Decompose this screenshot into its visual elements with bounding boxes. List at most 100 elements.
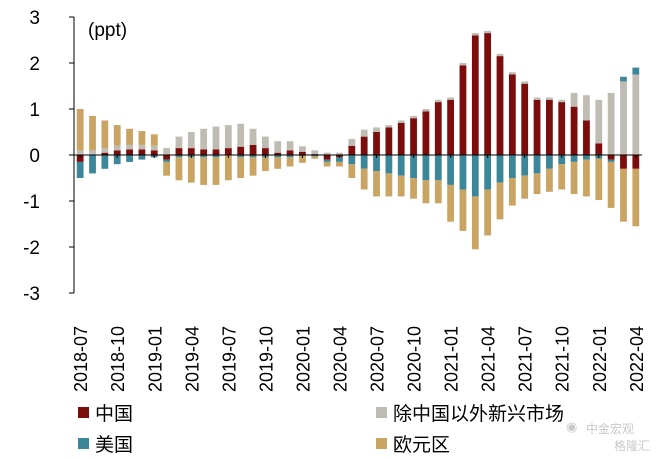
bar-segment-s2-2019-09 xyxy=(249,155,257,158)
bar-segment-s2-2021-05 xyxy=(496,155,504,183)
bar-segment-s2-2018-11 xyxy=(126,155,133,162)
bar-segment-s1-2021-11 xyxy=(570,92,578,107)
y-tick-label: -1 xyxy=(23,192,40,213)
x-tick-label: 2019-04 xyxy=(182,326,202,392)
bar-segment-s2-2019-11 xyxy=(274,155,282,158)
x-tick-label: 2019-10 xyxy=(256,326,276,392)
watermark-line2: 格隆汇 xyxy=(614,439,651,453)
bar-segment-s0-2020-09 xyxy=(397,122,405,155)
bar-segment-s2-2021-11 xyxy=(570,155,578,162)
bar-segment-s3-2019-01 xyxy=(150,134,158,146)
bar-segment-s3-2019-11 xyxy=(274,157,282,169)
bar-segment-s2-2021-04 xyxy=(484,155,492,190)
bar-segment-s2-2021-03 xyxy=(471,155,479,197)
x-tick-label: 2022-04 xyxy=(627,326,647,392)
bar-segment-s3-2020-03 xyxy=(323,161,331,167)
bar-segment-s3-2020-12 xyxy=(434,180,442,204)
bar-segment-s3-2021-12 xyxy=(583,159,590,197)
bar-segment-s0-2022-02 xyxy=(607,155,615,160)
bar-segment-s1-2021-06 xyxy=(508,72,516,75)
watermark-wechat-icon: ◉ xyxy=(566,420,578,435)
x-tick-label: 2021-01 xyxy=(442,326,462,392)
bar-segment-s0-2020-12 xyxy=(434,102,442,155)
bar-segment-s0-2020-03 xyxy=(323,155,331,160)
bar-segment-s0-2020-01 xyxy=(299,151,306,155)
bar-segment-s1-2020-11 xyxy=(422,109,430,112)
bar-segment-s3-2020-06 xyxy=(360,168,368,190)
bar-segment-s3-2019-06 xyxy=(212,157,220,185)
bar-segment-s3-2019-05 xyxy=(200,157,208,185)
bar-segment-s1-2020-05 xyxy=(348,138,356,146)
bar-segment-s0-2019-12 xyxy=(286,150,294,155)
bar-segment-s2-2020-08 xyxy=(385,155,393,174)
bar-segment-s2-2021-10 xyxy=(558,155,566,165)
bar-segment-s1-2020-02 xyxy=(311,150,319,155)
bar-segment-s3-2018-11 xyxy=(126,128,133,145)
bar-segment-s0-2019-11 xyxy=(274,152,282,155)
bar-segment-s0-2021-05 xyxy=(496,56,504,155)
bar-segment-s1-2020-01 xyxy=(299,146,306,152)
bar-segment-s2-2021-08 xyxy=(533,155,541,174)
bar-segment-s0-2020-07 xyxy=(373,132,380,155)
bar-segment-s2-2018-08 xyxy=(89,155,96,174)
bar-segment-s1-2019-12 xyxy=(286,141,294,151)
bar-segment-s1-2018-07 xyxy=(76,150,84,155)
bar-segment-s2-2020-03 xyxy=(323,159,331,162)
bar-segment-s3-2021-04 xyxy=(484,189,492,236)
bar-segment-s0-2018-12 xyxy=(138,149,146,155)
bar-segment-s3-2018-09 xyxy=(101,120,109,149)
x-tick-label: 2021-07 xyxy=(516,326,536,392)
bar-segment-s1-2018-10 xyxy=(113,145,121,151)
bar-segment-s2-2021-12 xyxy=(583,155,590,160)
bar-segment-s2-2018-09 xyxy=(101,155,109,169)
x-tick-label: 2019-01 xyxy=(145,326,165,392)
bar-segment-s2-2018-07 xyxy=(76,161,84,178)
bar-segment-s0-2022-01 xyxy=(595,143,603,155)
bar-segment-s3-2021-07 xyxy=(521,175,529,199)
bar-segment-s0-2020-06 xyxy=(360,136,368,155)
bar-segment-s1-2020-12 xyxy=(434,99,442,103)
bar-segment-s3-2019-10 xyxy=(262,157,269,172)
bar-segment-s3-2022-01 xyxy=(595,158,603,201)
bar-segment-s2-2020-06 xyxy=(360,155,368,169)
bar-segment-s0-2019-02 xyxy=(163,155,170,160)
bar-segment-s3-2021-05 xyxy=(496,182,504,220)
bar-segment-s0-2021-09 xyxy=(546,99,553,155)
bar-segment-s1-2019-08 xyxy=(237,123,245,147)
bar-segment-s2-2021-01 xyxy=(447,155,454,185)
bar-segment-s0-2021-02 xyxy=(459,65,467,155)
x-tick-label: 2020-01 xyxy=(293,326,313,392)
x-tick-label: 2021-04 xyxy=(479,326,499,392)
bar-segment-s1-2022-03 xyxy=(620,81,627,155)
bar-segment-s2-2019-03 xyxy=(175,155,183,158)
bar-segment-s3-2019-07 xyxy=(224,155,232,181)
y-tick-label: 0 xyxy=(29,146,40,167)
bar-segment-s2-2022-02 xyxy=(607,159,615,162)
bar-segment-s2-2020-04 xyxy=(336,157,343,162)
bar-segment-s1-2021-01 xyxy=(447,97,454,100)
bar-segment-s3-2022-04 xyxy=(632,168,640,227)
bar-segment-s2-2019-08 xyxy=(237,155,245,158)
bar-segment-s3-2021-10 xyxy=(558,164,566,190)
bar-segment-s0-2020-11 xyxy=(422,111,430,155)
bar-segment-s3-2018-07 xyxy=(76,109,84,151)
bar-segment-s0-2019-09 xyxy=(249,144,257,155)
bar-segment-s1-2019-11 xyxy=(274,141,282,153)
x-tick-label: 2022-01 xyxy=(590,326,610,392)
bar-segment-s1-2019-09 xyxy=(249,128,257,145)
bar-segment-s3-2020-07 xyxy=(373,171,380,197)
bar-segment-s1-2021-03 xyxy=(471,33,479,36)
bar-segment-s0-2021-10 xyxy=(558,102,566,155)
bar-segment-s3-2021-03 xyxy=(471,196,479,250)
bar-segment-s1-2022-02 xyxy=(607,92,615,155)
bar-segment-s3-2019-04 xyxy=(187,157,195,183)
y-tick-label: 3 xyxy=(29,8,40,29)
bar-segment-s0-2019-08 xyxy=(237,146,245,155)
y-tick-label: -2 xyxy=(23,238,40,259)
bar-segment-s1-2018-09 xyxy=(101,148,109,153)
bar-segment-s2-2018-12 xyxy=(138,155,146,160)
bar-segment-s3-2021-08 xyxy=(533,173,541,195)
bar-segment-s0-2020-10 xyxy=(410,118,417,155)
bar-segment-s3-2020-02 xyxy=(311,156,319,159)
